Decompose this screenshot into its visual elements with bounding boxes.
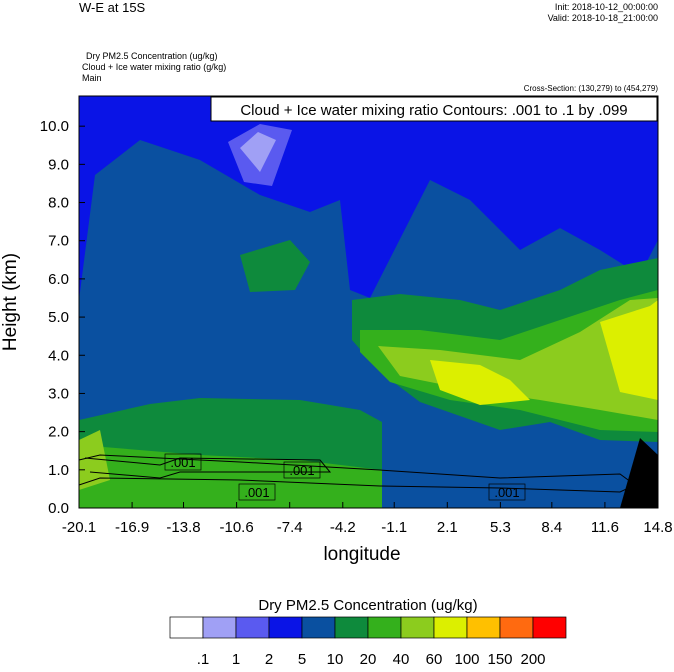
x-tick-label: -16.9: [115, 519, 149, 536]
init-time: Init: 2018-10-12_00:00:00: [555, 2, 658, 12]
contour-label: .001: [170, 455, 195, 470]
x-tick-label: 8.4: [541, 519, 562, 536]
contour-label-box: [283, 461, 321, 479]
colorbar-label: 40: [393, 651, 410, 667]
y-tick-label: 2.0: [48, 424, 69, 441]
colorbar-box: [235, 616, 270, 639]
colorbar-box: [532, 616, 567, 639]
colorbar-label: 60: [426, 651, 443, 667]
colorbar-label: 5: [298, 651, 306, 667]
x-tick-label: -10.6: [220, 519, 254, 536]
x-tick-label: -1.1: [381, 519, 407, 536]
x-tick-label: -20.1: [62, 519, 96, 536]
chart-title: W-E at 15S: [79, 0, 146, 15]
contour-label: .001: [244, 485, 269, 500]
contour-line: [78, 454, 636, 493]
contour-region: [79, 445, 382, 508]
contour-region: [378, 298, 658, 420]
colorbar-box: [301, 616, 336, 639]
y-tick-label: 10.0: [40, 118, 69, 135]
colorbar-box: [367, 616, 402, 639]
colorbar-box: [499, 616, 534, 639]
field-label: Main: [82, 73, 102, 83]
contour-label-box: [488, 483, 526, 501]
y-tick-label: 6.0: [48, 271, 69, 288]
y-tick-label: 4.0: [48, 347, 69, 364]
x-tick-label: 2.1: [437, 519, 458, 536]
y-tick-label: 5.0: [48, 309, 69, 326]
colorbar-box: [169, 616, 204, 639]
x-tick-label: -7.4: [277, 519, 303, 536]
colorbar-box: [433, 616, 468, 639]
colorbar-label: 100: [454, 651, 479, 667]
colorbar-box: [334, 616, 369, 639]
contour-info: Cloud + Ice water mixing ratio Contours:…: [240, 102, 627, 119]
x-tick-label: 5.3: [490, 519, 511, 536]
y-tick-label: 7.0: [48, 233, 69, 250]
y-tick-label: 8.0: [48, 195, 69, 212]
field-label: Dry PM2.5 Concentration (ug/kg): [86, 51, 218, 61]
colorbar-label: 10: [327, 651, 344, 667]
y-tick-label: 1.0: [48, 462, 69, 479]
colorbar-label: 200: [520, 651, 545, 667]
y-tick-label: 0.0: [48, 500, 69, 517]
y-axis-label: Height (km): [0, 253, 21, 351]
x-tick-label: 11.6: [591, 519, 619, 536]
x-axis-label: longitude: [323, 544, 400, 565]
x-tick-label: 14.8: [643, 519, 672, 536]
contour-region: [240, 132, 276, 172]
colorbar-box: [466, 616, 501, 639]
x-tick-label: -13.8: [166, 519, 200, 536]
contour-region: [600, 300, 658, 400]
contour-label: .001: [494, 485, 519, 500]
colorbar-box: [400, 616, 435, 639]
contour-label: .001: [289, 463, 314, 478]
contour-label-box: [238, 483, 276, 501]
contour-region: [79, 430, 110, 490]
y-tick-label: 3.0: [48, 385, 69, 402]
contour-field: .001 .001 .001 .001: [78, 96, 658, 508]
colorbar-label: 1: [232, 651, 240, 667]
cross-section: Cross-Section: (130,279) to (454,279): [524, 84, 659, 93]
plot-frame: [78, 95, 659, 509]
contour-info-box: [210, 96, 658, 122]
y-tick-label: 9.0: [48, 156, 69, 173]
contour-region: [385, 470, 620, 508]
colorbar-label: 150: [487, 651, 512, 667]
contour-line: [84, 457, 332, 479]
x-tick-label: -4.2: [330, 519, 356, 536]
contour-label-box: [164, 453, 202, 471]
colorbar-box: [202, 616, 237, 639]
colorbar-box: [268, 616, 303, 639]
contour-region: [430, 360, 530, 405]
valid-time: Valid: 2018-10-18_21:00:00: [548, 13, 658, 23]
colorbar-title: Dry PM2.5 Concentration (ug/kg): [258, 597, 477, 614]
terrain: [620, 438, 658, 508]
colorbar-label: 20: [360, 651, 377, 667]
colorbar-label: .1: [197, 651, 210, 667]
contour-region: [240, 240, 310, 292]
field-label: Cloud + Ice water mixing ratio (g/kg): [82, 62, 226, 72]
colorbar-label: 2: [265, 651, 273, 667]
